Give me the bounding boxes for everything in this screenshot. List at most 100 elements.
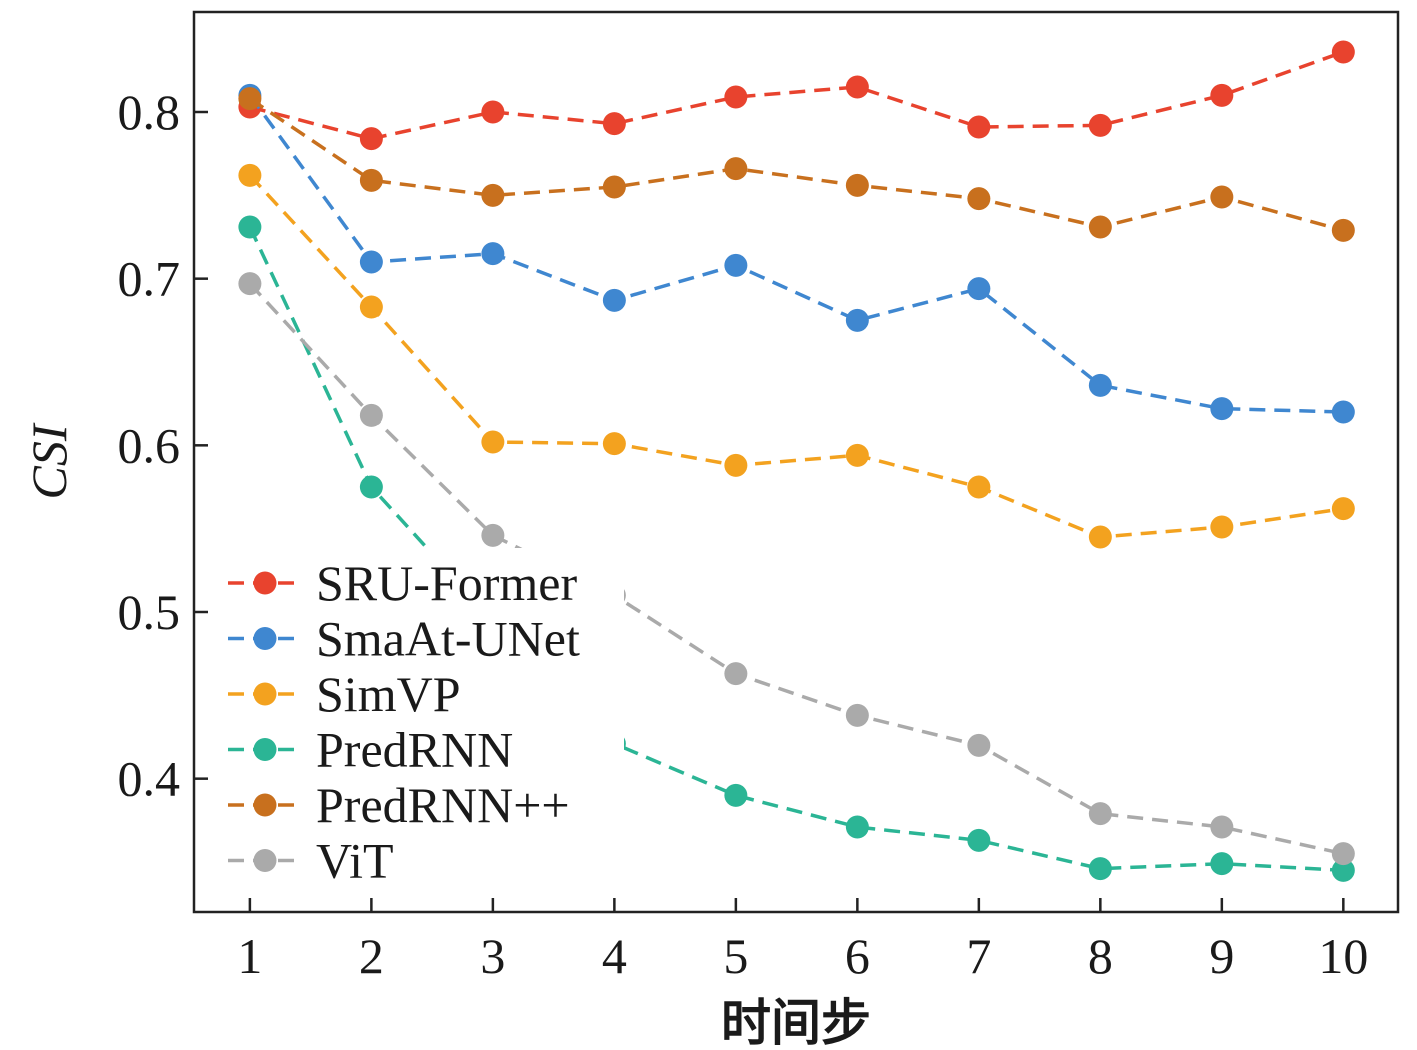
data-point xyxy=(1088,525,1112,549)
legend: SRU-FormerSmaAt-UNetSimVPPredRNNPredRNN+… xyxy=(228,555,580,889)
data-point xyxy=(602,112,626,136)
data-point xyxy=(967,187,991,211)
data-point xyxy=(967,828,991,852)
legend-item: ViT xyxy=(228,833,394,889)
legend-item: PredRNN xyxy=(228,722,513,778)
data-point xyxy=(481,183,505,207)
data-point xyxy=(1088,802,1112,826)
x-tick-label: 5 xyxy=(723,928,748,984)
data-point xyxy=(1210,83,1234,107)
series-predrnn- xyxy=(238,87,1355,242)
data-point xyxy=(845,815,869,839)
data-point xyxy=(359,403,383,427)
legend-label: SmaAt-UNet xyxy=(316,611,580,667)
plot-frame xyxy=(192,10,1400,914)
series-line xyxy=(248,282,1344,856)
data-point xyxy=(724,253,748,277)
data-point xyxy=(238,163,262,187)
data-point xyxy=(724,85,748,109)
series-line xyxy=(249,50,1344,141)
data-point xyxy=(359,127,383,151)
data-point xyxy=(1210,185,1234,209)
data-point xyxy=(238,272,262,296)
data-point xyxy=(238,87,262,111)
x-tick-label: 10 xyxy=(1318,928,1368,984)
series-sru-former xyxy=(238,40,1355,151)
x-tick-label: 8 xyxy=(1088,928,1113,984)
legend-marker xyxy=(253,682,277,706)
x-tick-label: 4 xyxy=(602,928,627,984)
legend-marker xyxy=(253,627,277,650)
data-point xyxy=(1331,40,1355,64)
x-tick-label: 3 xyxy=(480,928,505,984)
legend-label: SimVP xyxy=(316,666,461,722)
data-point xyxy=(1331,858,1355,882)
data-point xyxy=(1088,373,1112,397)
data-point xyxy=(967,115,991,139)
legend-item: SimVP xyxy=(228,666,461,722)
y-tick-label: 0.6 xyxy=(118,417,181,473)
legend-item: SRU-Former xyxy=(228,555,577,611)
data-point xyxy=(1210,515,1234,539)
data-point xyxy=(724,157,748,181)
series-layer xyxy=(238,40,1355,882)
y-tick-label: 0.7 xyxy=(118,251,181,307)
data-point xyxy=(359,168,383,192)
legend-item: PredRNN++ xyxy=(228,777,570,833)
data-point xyxy=(1210,852,1234,876)
y-tick-label: 0.4 xyxy=(118,751,181,807)
legend-marker xyxy=(253,571,277,595)
data-point xyxy=(238,215,262,239)
data-point xyxy=(724,453,748,477)
x-tick-label: 6 xyxy=(845,928,870,984)
legend-label: SRU-Former xyxy=(316,555,577,611)
data-point xyxy=(724,662,748,686)
x-tick-label: 2 xyxy=(359,928,384,984)
data-point xyxy=(602,288,626,312)
series-vit xyxy=(238,272,1355,866)
legend-marker xyxy=(253,849,277,872)
data-point xyxy=(481,242,505,266)
data-point xyxy=(724,783,748,807)
series-smaat-unet xyxy=(238,83,1355,424)
data-point xyxy=(1210,397,1234,421)
data-point xyxy=(602,175,626,199)
x-axis-title: 时间步 xyxy=(721,994,871,1050)
data-point xyxy=(602,432,626,456)
data-point xyxy=(481,430,505,454)
y-tick-label: 0.8 xyxy=(118,84,181,140)
legend-background xyxy=(216,548,624,898)
y-axis-title: CSI xyxy=(21,422,77,499)
data-point xyxy=(481,100,505,124)
data-point xyxy=(1331,497,1355,521)
data-point xyxy=(1331,842,1355,866)
x-tick-label: 7 xyxy=(966,928,991,984)
data-point xyxy=(845,703,869,727)
legend-label: PredRNN++ xyxy=(316,777,570,833)
series-line xyxy=(248,174,1344,539)
x-tick-label: 1 xyxy=(237,928,262,984)
data-point xyxy=(481,523,505,547)
data-point xyxy=(1331,218,1355,242)
x-tick-label: 9 xyxy=(1209,928,1234,984)
data-point xyxy=(967,733,991,757)
data-point xyxy=(967,475,991,499)
legend-label: PredRNN xyxy=(316,722,513,778)
tick-layer: 0.4 0.5 0.6 0.7 0.8 1 2 3 4 5 6 7 8 9 10 xyxy=(118,84,1369,984)
legend-marker xyxy=(253,793,277,817)
legend-label: ViT xyxy=(316,833,394,889)
data-point xyxy=(359,475,383,499)
legend-item: SmaAt-UNet xyxy=(228,611,580,667)
data-point xyxy=(1331,400,1355,424)
data-point xyxy=(1088,215,1112,239)
legend-marker xyxy=(253,738,277,761)
data-point xyxy=(359,250,383,274)
data-point xyxy=(845,308,869,332)
data-point xyxy=(1088,113,1112,137)
data-point xyxy=(845,443,869,467)
data-point xyxy=(1088,857,1112,881)
y-tick-label: 0.5 xyxy=(118,584,181,640)
series-line xyxy=(248,94,1344,414)
series-simvp xyxy=(238,163,1355,549)
